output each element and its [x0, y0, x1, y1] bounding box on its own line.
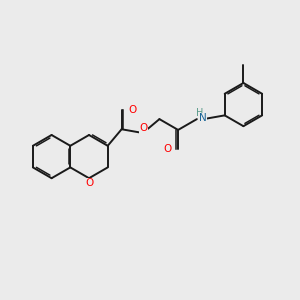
Text: H: H — [196, 108, 203, 118]
Text: O: O — [163, 144, 172, 154]
Text: O: O — [128, 105, 136, 115]
Text: O: O — [85, 178, 93, 188]
Text: O: O — [140, 123, 148, 133]
Text: N: N — [199, 113, 207, 123]
